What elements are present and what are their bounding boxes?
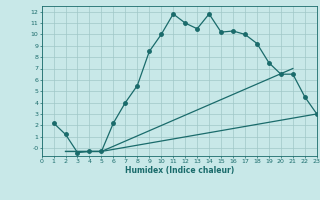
X-axis label: Humidex (Indice chaleur): Humidex (Indice chaleur) <box>124 166 234 175</box>
